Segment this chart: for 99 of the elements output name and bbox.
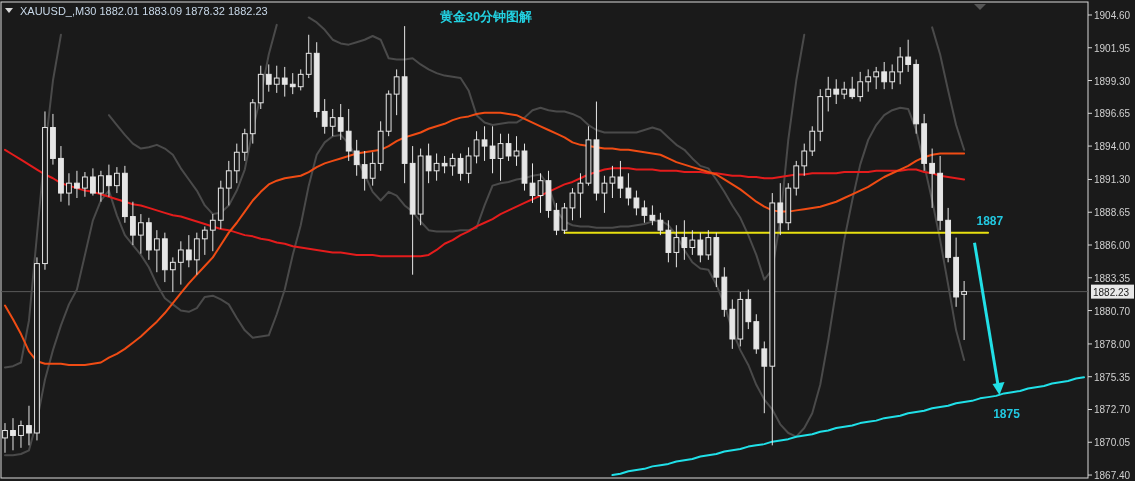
y-tick-label: 1883.35	[1094, 272, 1131, 284]
candlestick	[929, 148, 936, 209]
candlestick	[26, 405, 32, 446]
annotation: XAUUSD_,M30 1882.01 1883.09 1878.32 1882.23	[20, 5, 268, 17]
candlestick	[449, 152, 456, 177]
candlestick	[873, 66, 880, 90]
candlestick	[625, 172, 632, 206]
text: 黄金30分钟图解	[438, 9, 533, 24]
y-tick-label: 1867.40	[1094, 470, 1131, 481]
candlestick	[657, 212, 664, 236]
y-tick-label: 1891.30	[1094, 174, 1131, 186]
candlestick	[305, 34, 312, 79]
candlestick	[273, 65, 280, 94]
y-tick-label: 1878.00	[1094, 338, 1131, 350]
candlestick	[201, 225, 208, 256]
y-tick-label: 1899.30	[1094, 75, 1131, 87]
candlestick	[177, 240, 184, 286]
y-tick-label: 1896.65	[1094, 108, 1131, 120]
candlestick	[609, 165, 616, 199]
candlestick	[689, 229, 696, 256]
candlestick	[74, 170, 80, 199]
candlestick	[393, 68, 400, 116]
candlestick	[801, 143, 808, 177]
candlestick	[321, 98, 328, 135]
candlestick	[833, 78, 840, 105]
candlestick	[345, 108, 352, 162]
candlestick	[337, 103, 344, 141]
candlestick	[881, 61, 888, 90]
candlestick	[10, 417, 16, 451]
candlestick	[153, 229, 160, 273]
candlestick	[185, 234, 192, 268]
candlestick	[681, 219, 688, 261]
candlestick	[329, 108, 336, 137]
candlestick	[66, 172, 72, 206]
candlestick	[465, 146, 472, 184]
candlestick	[281, 66, 288, 98]
candlestick	[777, 182, 784, 236]
candlestick	[433, 152, 440, 182]
candlestick	[137, 213, 144, 255]
candlestick	[106, 164, 112, 198]
candlestick	[761, 340, 768, 414]
candlestick	[297, 68, 304, 91]
candlestick	[265, 63, 272, 93]
candlestick	[18, 420, 24, 449]
line-series	[4, 111, 966, 366]
candlestick	[897, 46, 904, 85]
candlestick	[114, 166, 120, 194]
candlestick	[241, 128, 248, 162]
y-tick-label: 1901.95	[1094, 42, 1131, 54]
candlestick	[745, 289, 752, 330]
line-series	[4, 148, 966, 258]
candlestick	[889, 63, 896, 90]
y-tick-label: 1870.05	[1094, 437, 1131, 449]
candlestick	[697, 232, 704, 263]
y-tick-label: 1875.35	[1094, 371, 1131, 383]
candlestick	[673, 224, 680, 268]
y-tick-label: 1894.00	[1094, 141, 1131, 153]
candlestick	[90, 167, 96, 197]
candlestick	[361, 150, 368, 192]
annotation: 1887	[976, 213, 1004, 228]
candlestick	[905, 39, 912, 73]
candlestick	[2, 422, 8, 454]
candlestick	[481, 125, 488, 162]
candlestick	[169, 256, 176, 293]
candlestick	[665, 219, 672, 263]
candlestick	[209, 213, 216, 252]
candlestick	[129, 201, 136, 246]
candlestick	[369, 151, 376, 187]
candlestick	[865, 68, 872, 93]
line-series	[4, 106, 966, 457]
candlestick	[82, 171, 88, 198]
y-tick-label: 1904.60	[1094, 9, 1131, 21]
candlestick	[457, 152, 464, 182]
candlestick	[649, 204, 656, 226]
candlestick	[641, 199, 648, 224]
candlestick	[825, 76, 832, 112]
candlestick	[617, 160, 624, 199]
candlestick	[809, 125, 816, 157]
y-tick-label: 1888.65	[1094, 207, 1131, 219]
line-series	[611, 376, 1085, 477]
candlestick	[961, 280, 968, 341]
candlestick	[705, 229, 712, 261]
y-tick-label: 1880.70	[1094, 305, 1131, 317]
candlestick	[98, 170, 104, 203]
y-tick-label: 1872.70	[1094, 404, 1131, 416]
candlestick	[793, 160, 800, 197]
candlestick	[225, 160, 232, 206]
candlestick	[857, 71, 864, 103]
y-tick-label: 1886.00	[1094, 240, 1131, 252]
candlestick	[233, 143, 240, 184]
annotation: 1875	[993, 406, 1021, 421]
ref-line-label: 1882.23	[1093, 286, 1130, 298]
candlestick	[849, 76, 856, 100]
candlestick	[633, 190, 640, 216]
candlestick	[353, 139, 360, 177]
candlestick	[473, 130, 480, 164]
candlestick	[425, 143, 432, 184]
candlestick	[193, 232, 200, 276]
candlestick	[289, 72, 296, 95]
